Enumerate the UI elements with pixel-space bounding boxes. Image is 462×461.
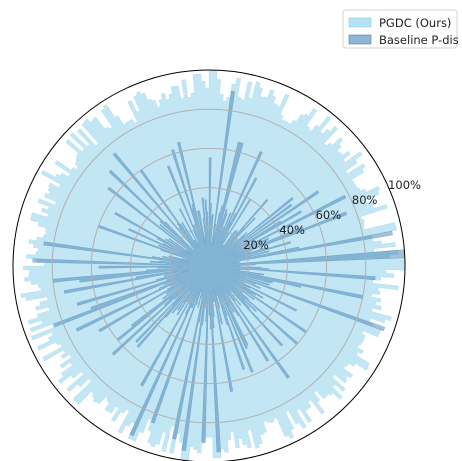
series-layer	[20, 69, 406, 461]
grid-circle-80	[51, 108, 367, 424]
grid-circle-40	[130, 187, 288, 345]
legend: PGDC (Ours) Baseline P-dis	[342, 9, 459, 49]
r-tick-label-100: 100%	[388, 178, 421, 192]
grid-layer	[12, 69, 406, 461]
r-tick-label-60: 60%	[316, 208, 342, 222]
r-tick-label-20: 20%	[243, 238, 269, 252]
grid-circle-20	[169, 226, 249, 306]
legend-box	[342, 9, 458, 49]
legend-label-pgdc-ours: PGDC (Ours)	[379, 16, 451, 30]
tick-label-layer: 20% 40% 60% 80% 100%	[243, 178, 421, 252]
legend-label-baseline-p-dis: Baseline P-dis	[379, 33, 459, 47]
series-baseline-p-dis-area	[32, 90, 406, 453]
grid-circle-60	[90, 147, 328, 385]
legend-swatch-baseline-p-dis	[348, 34, 372, 45]
polar-frame	[12, 69, 406, 461]
r-tick-label-80: 80%	[352, 193, 378, 207]
r-tick-label-40: 40%	[279, 223, 305, 237]
legend-swatch-pgdc-ours	[348, 17, 372, 28]
